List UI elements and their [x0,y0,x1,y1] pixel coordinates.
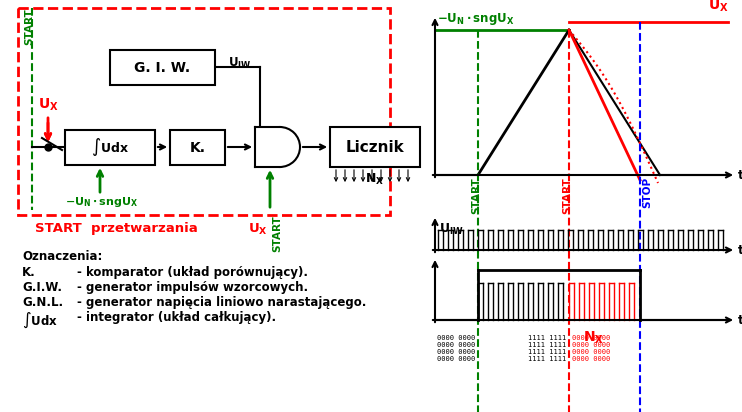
Text: $\mathbf{U_X}$: $\mathbf{U_X}$ [248,222,268,237]
Text: STOP: STOP [642,177,652,208]
Text: $\mathbf{-U_N \cdot sngU_X}$: $\mathbf{-U_N \cdot sngU_X}$ [437,11,514,27]
Text: G.N.L.: G.N.L. [22,296,63,309]
Text: t: t [738,169,742,182]
Ellipse shape [260,127,300,167]
Text: $\mathbf{-U_N \cdot sngU_X}$: $\mathbf{-U_N \cdot sngU_X}$ [65,195,138,209]
Bar [255,127,280,167]
Text: 0000 0000
0000 0000
0000 0000
0000 0000: 0000 0000 0000 0000 0000 0000 0000 0000 [437,335,475,362]
Text: START: START [24,8,34,45]
Bar [254,126,280,168]
Text: $\mathbf{U_{IW}}$: $\mathbf{U_{IW}}$ [228,56,252,70]
Text: - generator impulsów wzorcowych.: - generator impulsów wzorcowych. [77,281,308,294]
Text: G. I. W.: G. I. W. [134,61,191,75]
Text: t: t [738,314,742,326]
Text: START  przetwarzania: START przetwarzania [35,222,207,235]
Text: START: START [471,177,481,214]
Text: Oznaczenia:: Oznaczenia: [22,250,102,263]
Text: $\mathbf{U_X}$: $\mathbf{U_X}$ [708,0,729,14]
Text: Licznik: Licznik [346,140,404,154]
Bar [65,130,155,165]
Text: $\mathbf{U_X}$: $\mathbf{U_X}$ [38,97,59,113]
Text: START: START [562,177,572,214]
Text: $\mathbf{N_X}$: $\mathbf{N_X}$ [583,330,605,346]
Text: K.: K. [22,266,36,279]
Text: $\mathbf{N_X}$: $\mathbf{N_X}$ [365,172,384,187]
Text: $\mathbf{\int Udx}$: $\mathbf{\int Udx}$ [22,311,58,330]
Text: START: START [272,215,282,252]
Text: $\mathbf{\int Udx}$: $\mathbf{\int Udx}$ [91,136,129,159]
Text: $\mathbf{U_{IW}}$: $\mathbf{U_{IW}}$ [439,222,464,237]
Bar [110,50,215,85]
Text: t: t [738,243,742,257]
Text: K.: K. [189,140,206,154]
Text: - generator napięcia liniowo narastającego.: - generator napięcia liniowo narastające… [77,296,367,309]
Text: 0000 0000
0000 0000
0000 0000
0000 0000: 0000 0000 0000 0000 0000 0000 0000 0000 [572,335,610,362]
Text: G.I.W.: G.I.W. [22,281,62,294]
Bar [18,8,390,215]
Text: - komparator (układ porównujący).: - komparator (układ porównujący). [77,266,308,279]
Text: - integrator (układ całkujący).: - integrator (układ całkujący). [77,311,276,324]
Bar [170,130,225,165]
Bar [330,127,420,167]
Text: 1111 1111
1111 1111
1111 1111
1111 1111: 1111 1111 1111 1111 1111 1111 1111 1111 [528,335,566,362]
